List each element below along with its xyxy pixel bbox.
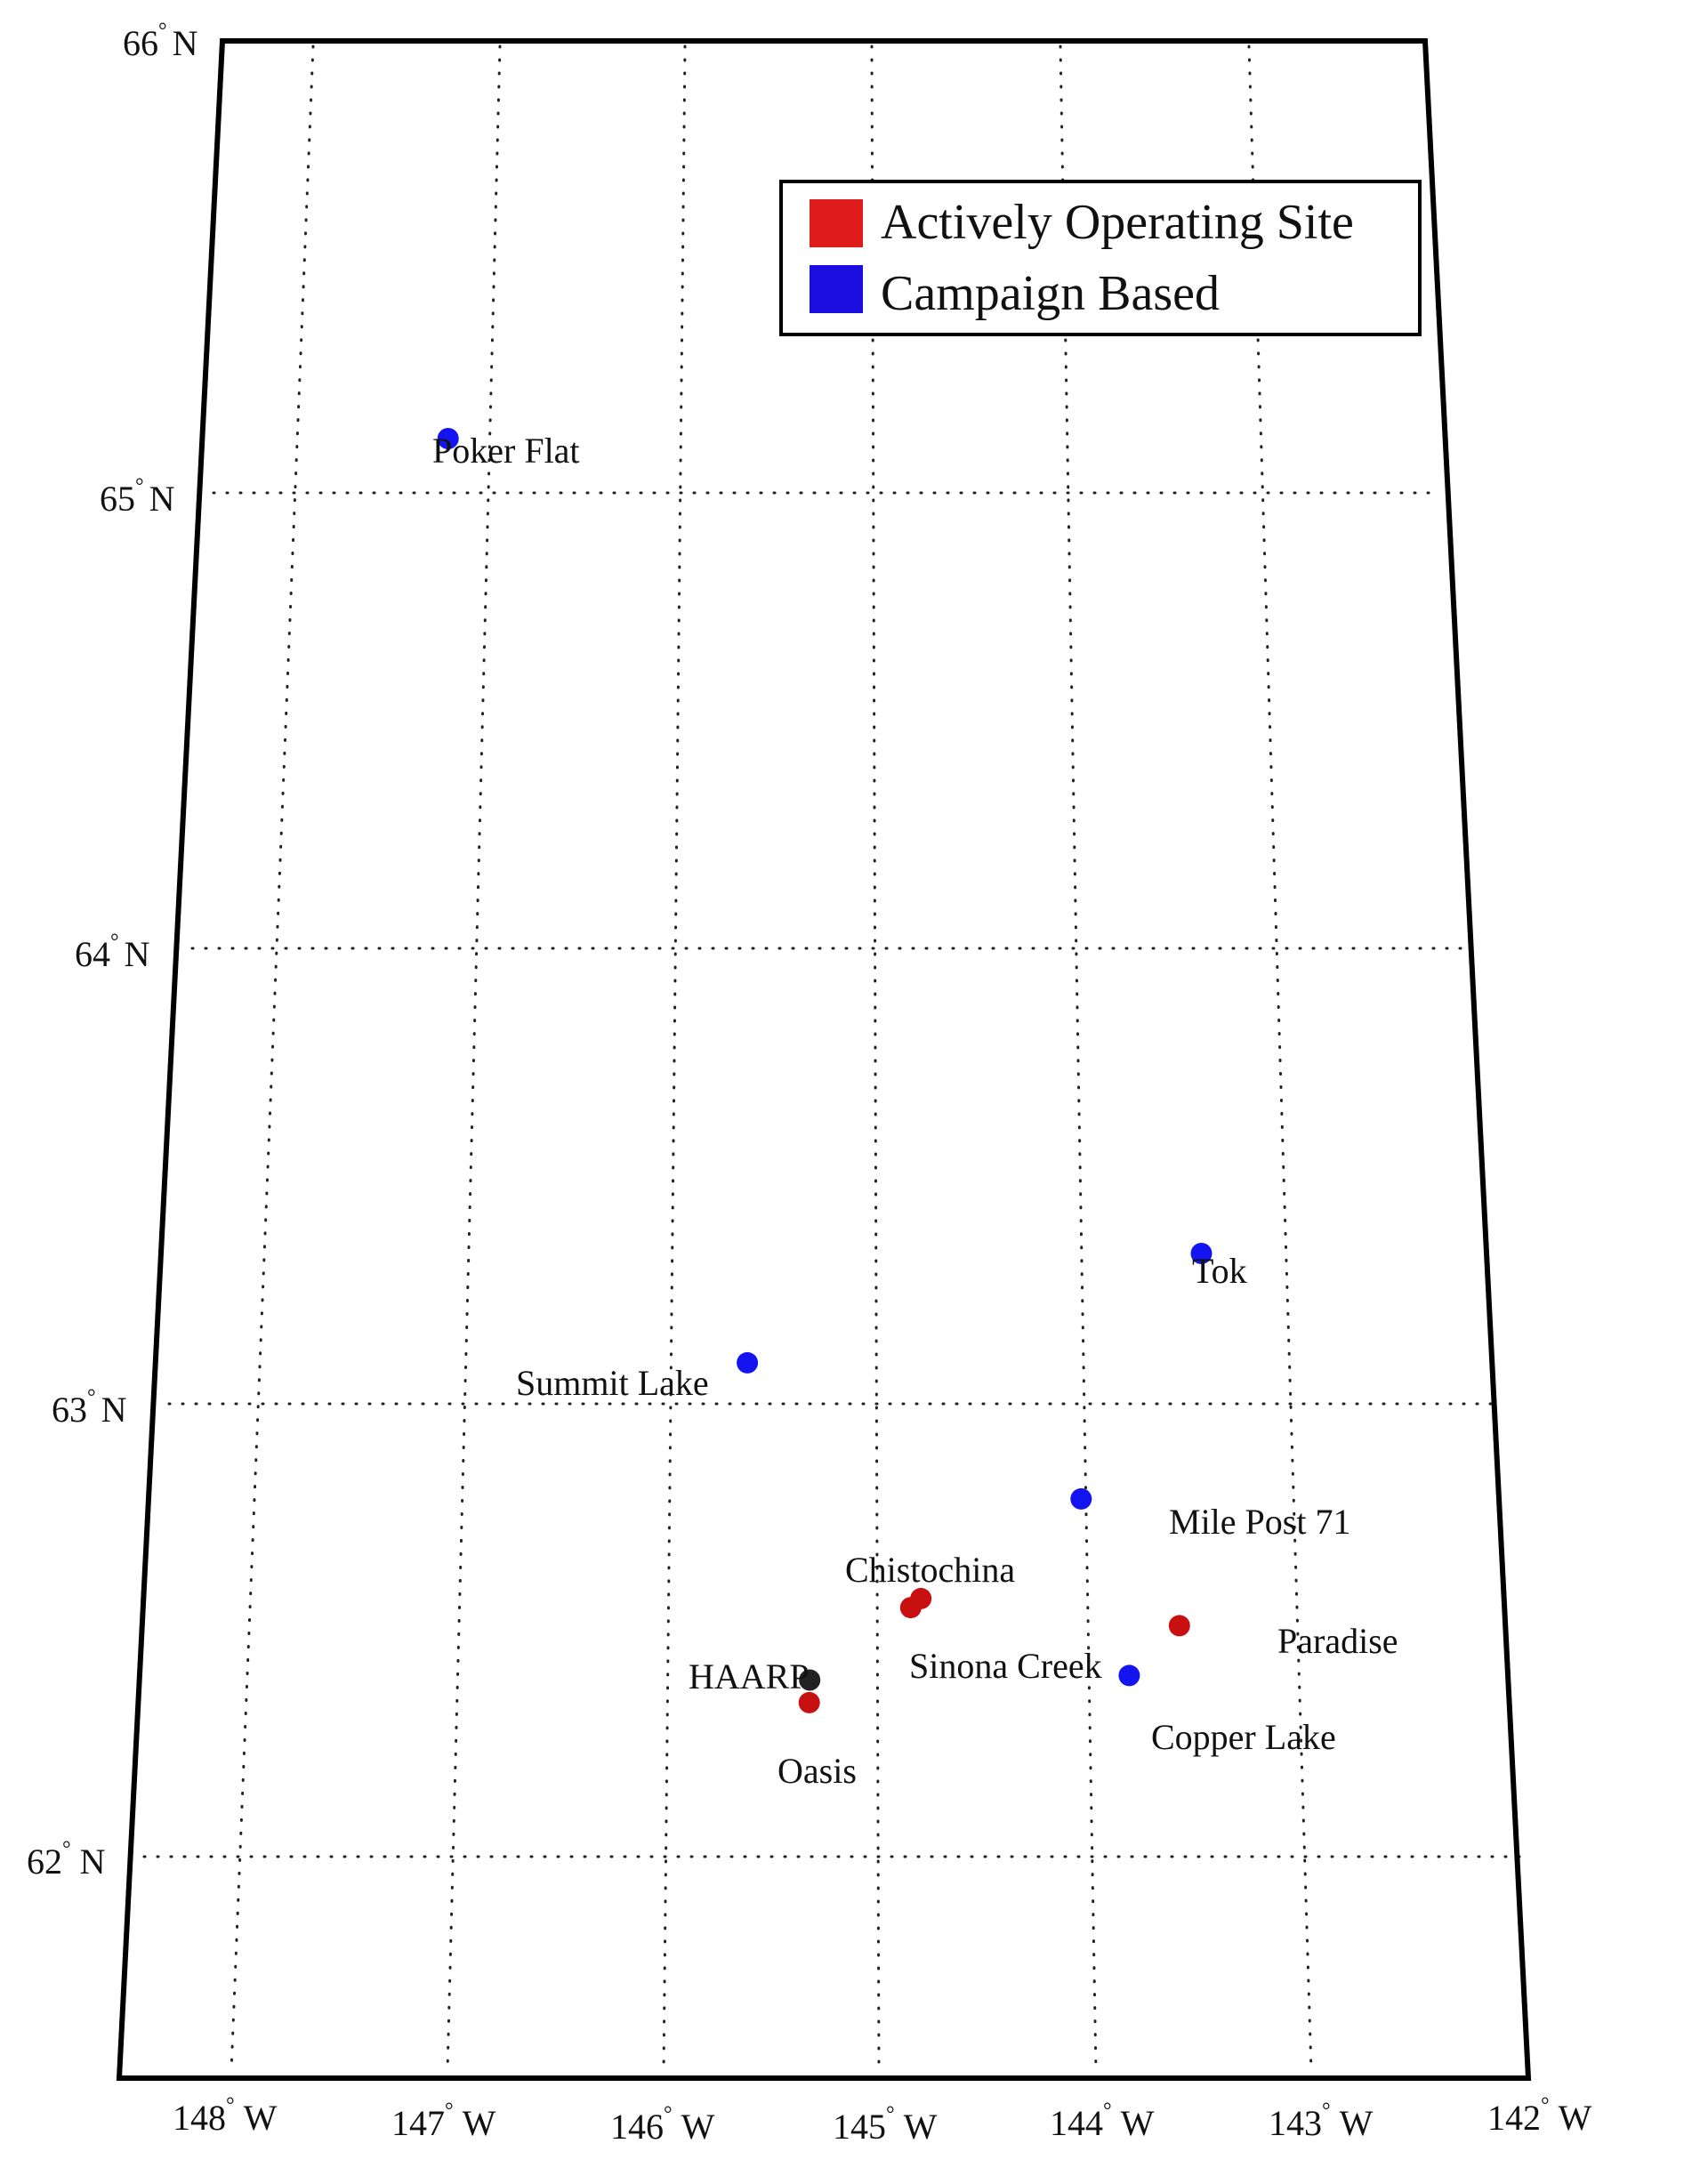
- longitude-labels: 148° W 147° W 146° W 145° W 144° W 143° W 142°…: [173, 2094, 1592, 2147]
- legend-label-campaign: Campaign Based: [881, 266, 1220, 321]
- site-marker-sinona-creek[interactable]: [899, 1597, 922, 1619]
- legend-swatch-active: [810, 199, 863, 247]
- map-frame: [116, 38, 1532, 2081]
- site-marker-oasis[interactable]: [798, 1691, 820, 1713]
- lon-label-143: 143° W: [1269, 2099, 1374, 2143]
- graticule: [142, 44, 1521, 2073]
- meridian-148: [230, 44, 315, 2073]
- meridian-146: [662, 44, 687, 2073]
- site-label-oasis: Oasis: [777, 1751, 857, 1791]
- meridian-145: [870, 44, 881, 2073]
- site-marker-poker-flat[interactable]: [437, 428, 459, 449]
- lat-label-63: 63° N: [52, 1386, 127, 1430]
- site-label-summit-lake: Summit Lake: [516, 1363, 709, 1403]
- lat-label-66: 66° N: [123, 20, 198, 63]
- site-marker-paradise[interactable]: [1168, 1615, 1190, 1637]
- site-marker-haarp[interactable]: [799, 1669, 821, 1691]
- site-label-mile-post-71: Mile Post 71: [1169, 1502, 1350, 1542]
- site-label-sinona-creek: Sinona Creek: [909, 1646, 1102, 1686]
- legend-label-active: Actively Operating Site: [881, 195, 1354, 250]
- lon-label-142: 142° W: [1487, 2094, 1592, 2138]
- lat-label-65: 65° N: [100, 475, 175, 519]
- legend-box: [779, 180, 1422, 336]
- meridian-144: [1059, 44, 1098, 2073]
- site-marker-tok[interactable]: [1190, 1243, 1213, 1264]
- site-label-copper-lake: Copper Lake: [1151, 1717, 1336, 1757]
- site-labels: Poker Flat Tok Summit Lake Mile Post 71 …: [432, 431, 1398, 1791]
- site-markers: [437, 428, 1213, 1713]
- latitude-labels: 66° N 65° N 64° N 63° N 62° N: [27, 20, 198, 1882]
- site-marker-summit-lake[interactable]: [737, 1351, 759, 1374]
- site-label-tok: Tok: [1192, 1251, 1247, 1291]
- site-label-paradise: Paradise: [1277, 1621, 1398, 1661]
- meridian-143: [1247, 44, 1313, 2073]
- site-label-haarp: HAARP: [689, 1656, 810, 1696]
- lon-label-145: 145° W: [833, 2103, 938, 2147]
- legend: Actively Operating Site Campaign Based: [779, 180, 1422, 336]
- lat-label-64: 64° N: [75, 931, 150, 974]
- lat-label-62: 62° N: [27, 1838, 106, 1882]
- site-marker-mile-post-71[interactable]: [1070, 1487, 1092, 1510]
- lon-label-144: 144° W: [1050, 2099, 1155, 2143]
- lon-label-148: 148° W: [173, 2094, 278, 2138]
- site-label-chistochina: Chistochina: [845, 1550, 1015, 1590]
- site-label-poker-flat: Poker Flat: [432, 431, 580, 471]
- site-marker-copper-lake[interactable]: [1118, 1664, 1140, 1687]
- lon-label-147: 147° W: [391, 2099, 496, 2143]
- legend-swatch-campaign: [810, 265, 863, 313]
- meridian-147: [446, 44, 502, 2073]
- lon-label-146: 146° W: [610, 2103, 715, 2147]
